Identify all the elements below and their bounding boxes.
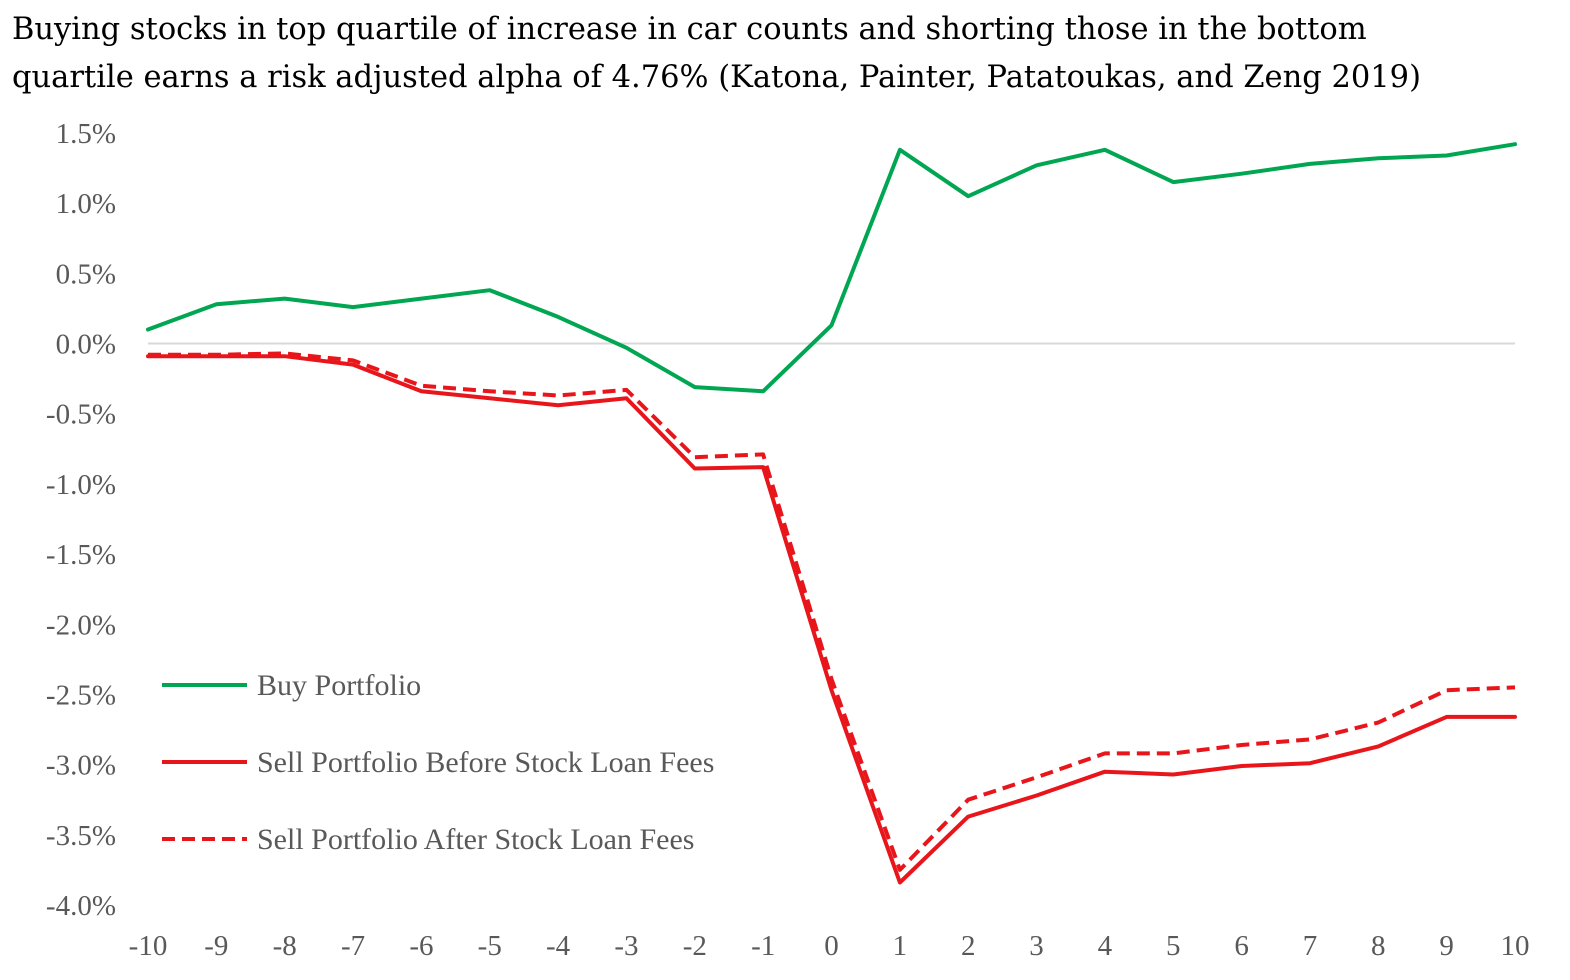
x-tick-label: 5 [1166, 930, 1181, 962]
y-tick-label: -0.5% [46, 399, 116, 431]
series-layer [146, 142, 1517, 885]
y-tick-label: 0.5% [56, 258, 116, 290]
y-tick-label: 0.0% [56, 329, 116, 361]
chart-title: Buying stocks in top quartile of increas… [12, 12, 1421, 95]
series-line-1 [146, 142, 1517, 394]
legend-label-3: Sell Portfolio After Stock Loan Fees [257, 823, 694, 856]
x-tick-label: -7 [341, 930, 365, 962]
x-tick-label: 0 [824, 930, 839, 962]
x-tick-label: -5 [478, 930, 502, 962]
x-tick-label: -2 [683, 930, 707, 962]
y-tick-label: -4.0% [46, 890, 116, 922]
legend-label-2: Sell Portfolio Before Stock Loan Fees [257, 746, 714, 779]
x-tick-label: 8 [1371, 930, 1386, 962]
x-tick-label: 3 [1029, 930, 1044, 962]
y-tick-label: 1.0% [56, 188, 116, 220]
y-tick-label: -1.0% [46, 469, 116, 501]
y-axis-tick-labels: 1.5% 1.0% 0.5% 0.0% -0.5% -1.0% -1.5% -2.0% -2.5… [46, 118, 116, 922]
y-tick-label: -1.5% [46, 539, 116, 571]
series-line-3 [148, 351, 1516, 872]
series-line-2 [146, 354, 1517, 885]
x-tick-label: -3 [614, 930, 638, 962]
x-tick-label: -6 [409, 930, 433, 962]
x-tick-label: -9 [204, 930, 228, 962]
y-tick-label: -2.5% [46, 679, 116, 711]
y-tick-label: -3.5% [46, 820, 116, 852]
x-tick-label: 1 [893, 930, 908, 962]
x-tick-label: 4 [1098, 930, 1113, 962]
y-tick-label: 1.5% [56, 118, 116, 150]
legend: Buy Portfolio Sell Portfolio Before Stock… [162, 669, 714, 856]
x-tick-label: 7 [1303, 930, 1318, 962]
y-tick-label: -3.0% [46, 750, 116, 782]
x-tick-label: -4 [546, 930, 571, 962]
x-tick-label: -10 [129, 930, 168, 962]
x-tick-label: 6 [1234, 930, 1249, 962]
y-tick-label: -2.0% [46, 609, 116, 641]
x-axis-tick-labels: -10 -9 -8 -7 -6 -5 -4 -3 -2 -1 0 1 2 3 4 5 6 7 8 9 10 [129, 930, 1530, 962]
legend-label-1: Buy Portfolio [257, 669, 421, 702]
x-tick-label: 10 [1501, 930, 1530, 962]
x-tick-label: 9 [1439, 930, 1454, 962]
x-tick-label: 2 [961, 930, 976, 962]
x-tick-label: -1 [751, 930, 775, 962]
x-tick-label: -8 [273, 930, 297, 962]
